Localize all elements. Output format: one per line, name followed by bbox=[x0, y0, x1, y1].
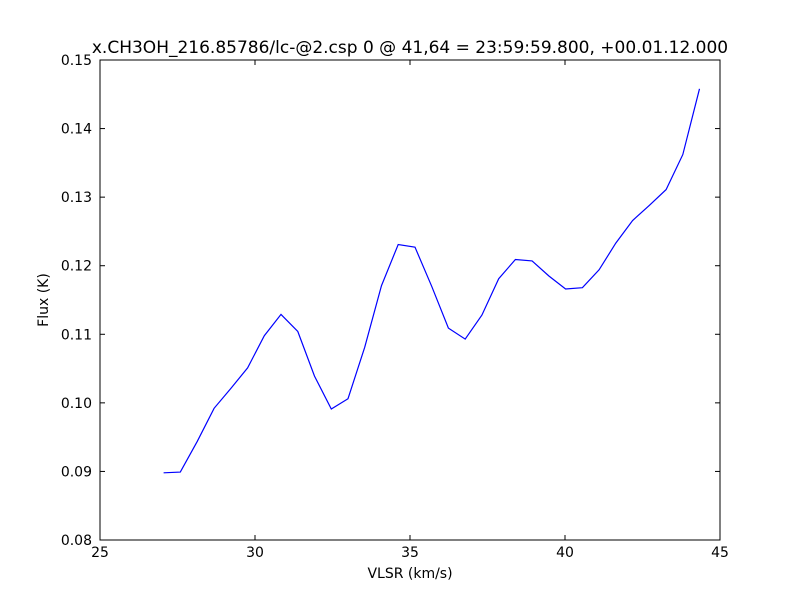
y-tick-label: 0.10 bbox=[61, 396, 92, 412]
x-tick-label: 40 bbox=[556, 545, 574, 561]
plot-frame bbox=[99, 59, 721, 541]
y-tick-label: 0.09 bbox=[61, 464, 92, 480]
y-axis-label: Flux (K) bbox=[36, 273, 52, 327]
x-tick-label: 45 bbox=[711, 545, 729, 561]
x-tick-label: 30 bbox=[246, 545, 264, 561]
series-line bbox=[163, 88, 701, 474]
y-tick-label: 0.08 bbox=[61, 533, 92, 549]
y-tick-label: 0.13 bbox=[61, 190, 92, 206]
x-tick-label: 25 bbox=[91, 545, 109, 561]
x-axis-label: VLSR (km/s) bbox=[367, 566, 452, 582]
y-tick-label: 0.12 bbox=[61, 259, 92, 275]
plot-area: 25 30 35 40 45 0.08 0.09 0.10 0.11 0.12 0.13 0.14 0.… bbox=[61, 53, 729, 561]
y-tick-label: 0.14 bbox=[61, 122, 92, 138]
axis-ticks: 25 30 35 40 45 0.08 0.09 0.10 0.11 0.12 0.13 0.14 0.… bbox=[61, 53, 729, 561]
y-tick-label: 0.11 bbox=[61, 327, 92, 343]
x-tick-label: 35 bbox=[401, 545, 419, 561]
chart-title: x.CH3OH_216.85786/lc-@2.csp 0 @ 41,64 = … bbox=[92, 38, 728, 58]
y-tick-label: 0.15 bbox=[61, 53, 92, 69]
